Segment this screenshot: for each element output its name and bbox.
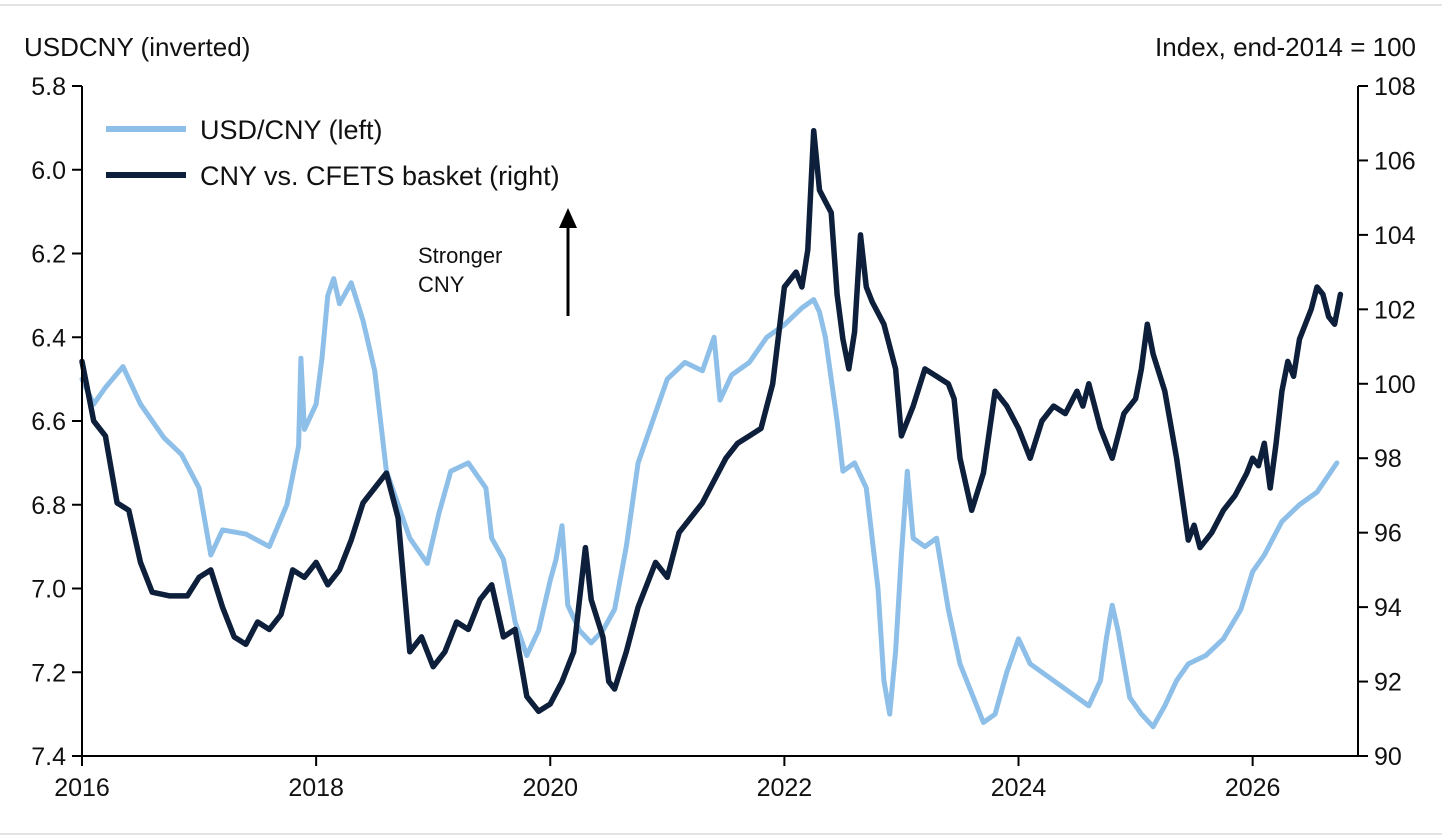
left-tick-label: 6.6 <box>31 408 66 436</box>
annotation-arrow-head-icon <box>559 208 577 228</box>
left-tick-label: 5.8 <box>31 73 66 101</box>
legend-label: CNY vs. CFETS basket (right) <box>200 161 560 191</box>
right-tick-label: 96 <box>1374 520 1402 548</box>
x-tick-label: 2018 <box>288 774 344 802</box>
right-tick-label: 108 <box>1374 73 1416 101</box>
left-tick-label: 7.0 <box>31 576 66 604</box>
left-tick-label: 6.8 <box>31 492 66 520</box>
series-line-usd-cny <box>79 276 1340 730</box>
legend-label: USD/CNY (left) <box>200 115 383 145</box>
right-axis-title: Index, end-2014 = 100 <box>1155 32 1416 62</box>
axes-layer: 5.8 6.0 6.2 6.4 6.6 6.8 7.0 7.2 7.4 108 106 104 102 1… <box>31 73 1416 802</box>
left-tick-label: 6.4 <box>31 324 66 352</box>
left-tick-label: 6.0 <box>31 157 66 185</box>
right-tick-label: 106 <box>1374 147 1416 175</box>
x-tick-label: 2022 <box>757 774 813 802</box>
right-tick-label: 102 <box>1374 296 1416 324</box>
x-tick-label: 2016 <box>54 774 110 802</box>
series-line-cny-cfets <box>79 127 1344 715</box>
right-tick-label: 98 <box>1374 445 1402 473</box>
chart-frame <box>0 4 1442 835</box>
x-tick-label: 2026 <box>1225 774 1281 802</box>
right-tick-label: 90 <box>1374 743 1402 771</box>
left-axis-title: USDCNY (inverted) <box>24 32 251 62</box>
left-tick-label: 6.2 <box>31 241 66 269</box>
right-tick-label: 94 <box>1374 594 1402 622</box>
x-tick-label: 2020 <box>522 774 578 802</box>
left-tick-label: 7.4 <box>31 743 66 771</box>
annotation-line-2: CNY <box>418 272 465 297</box>
legend: USD/CNY (left) CNY vs. CFETS basket (righ… <box>106 115 560 191</box>
right-tick-label: 92 <box>1374 669 1402 697</box>
series-layer <box>79 127 1344 730</box>
annotation-stronger-cny: Stronger CNY <box>418 208 577 316</box>
left-tick-label: 7.2 <box>31 659 66 687</box>
annotation-line-1: Stronger <box>418 243 502 268</box>
x-tick-label: 2024 <box>991 774 1047 802</box>
right-tick-label: 100 <box>1374 371 1416 399</box>
right-tick-label: 104 <box>1374 222 1416 250</box>
